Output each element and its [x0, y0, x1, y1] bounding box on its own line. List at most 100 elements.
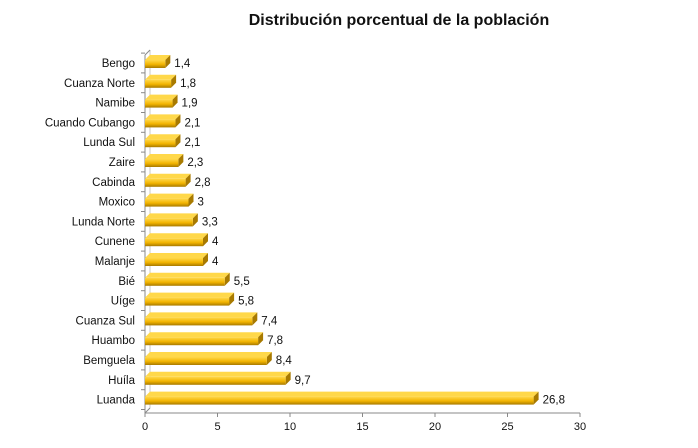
value-label: 5,8 [238, 296, 254, 308]
category-label: Namibe [95, 98, 135, 110]
x-tick-label: 5 [214, 421, 220, 433]
x-tick-label: 10 [284, 421, 296, 433]
bar-end [203, 253, 208, 266]
bar-top [145, 134, 181, 140]
value-label: 5,5 [234, 276, 250, 288]
bar-end [258, 332, 264, 346]
value-label: 3,3 [202, 216, 218, 228]
bar-end [266, 352, 272, 365]
category-label: Moxico [99, 197, 135, 209]
bar [145, 198, 189, 207]
bar-top [145, 253, 208, 258]
bar [145, 376, 286, 385]
value-label: 7,4 [261, 315, 278, 327]
bar-top [145, 173, 191, 179]
bar [145, 238, 203, 247]
bar-end [192, 213, 198, 227]
value-label: 8,4 [276, 355, 293, 367]
bar [145, 337, 259, 346]
value-label: 1,9 [182, 98, 198, 110]
bar-end [229, 292, 235, 306]
bar-top [145, 94, 178, 100]
bar [145, 139, 176, 148]
bar-top [145, 74, 177, 80]
bar-end [224, 272, 230, 286]
value-label: 3 [198, 197, 204, 209]
bar-top [145, 292, 235, 298]
category-label: Lunda Sul [83, 137, 135, 149]
category-label: Luanda [97, 395, 136, 407]
bar [145, 317, 253, 326]
bar-end [178, 154, 184, 167]
bar-end [165, 55, 171, 68]
bar-top [145, 233, 208, 239]
bar-end [175, 134, 181, 148]
value-label: 4 [212, 236, 219, 248]
bar [145, 277, 225, 286]
bar [145, 60, 166, 68]
bar-end [203, 233, 208, 247]
x-tick-label: 25 [501, 421, 513, 433]
x-tick-label: 15 [356, 421, 368, 433]
value-label: 2,1 [184, 117, 200, 129]
value-label: 9,7 [295, 375, 311, 387]
bar-end [188, 193, 194, 207]
y-axis-top-edge [144, 49, 151, 56]
category-label: Bemguela [83, 355, 135, 367]
category-label: Bengo [102, 58, 135, 70]
value-label: 26,8 [543, 395, 565, 407]
category-label: Cuanza Sul [76, 315, 135, 327]
bar [145, 357, 267, 365]
axis-corner-edge [144, 407, 151, 414]
value-label: 2,8 [195, 177, 211, 189]
category-label: Bié [118, 276, 135, 288]
category-label: Uíge [111, 296, 135, 308]
category-label: Lunda Norte [72, 216, 135, 228]
bar [145, 99, 173, 108]
chart-title: Distribución porcentual de la población [248, 12, 550, 29]
value-label: 1,4 [174, 58, 191, 70]
bar-end [185, 173, 191, 187]
category-label: Cuando Cubango [45, 117, 135, 129]
value-label: 7,8 [267, 335, 283, 347]
bar-top [145, 114, 181, 120]
bar [145, 79, 172, 88]
bar [145, 297, 230, 306]
bar-end [252, 312, 258, 326]
bar-top [145, 312, 258, 318]
x-tick-label: 0 [142, 421, 148, 433]
bar-top [145, 154, 184, 159]
bar-top [145, 352, 272, 357]
bar-top [145, 332, 264, 338]
bar-top [145, 193, 194, 199]
bar-top [145, 213, 198, 219]
category-label: Huíla [108, 375, 135, 387]
bar-end [172, 94, 178, 108]
bar [145, 178, 186, 187]
category-label: Huambo [92, 335, 135, 347]
bar-end [285, 371, 291, 385]
bar-top [145, 371, 291, 377]
x-tick-label: 20 [429, 421, 441, 433]
category-label: Zaire [109, 157, 135, 169]
bar [145, 396, 534, 405]
bar-end [533, 391, 539, 405]
category-label: Cabinda [92, 177, 135, 189]
value-label: 4 [212, 256, 219, 268]
category-label: Malanje [95, 256, 135, 268]
value-label: 1,8 [180, 78, 196, 90]
category-label: Cuanza Norte [64, 78, 135, 90]
bar-top [145, 55, 171, 60]
bar-end [171, 74, 177, 88]
bar-end [175, 114, 181, 128]
value-label: 2,3 [187, 157, 203, 169]
bar-top [145, 391, 539, 397]
x-tick-label: 30 [574, 421, 586, 433]
category-label: Cunene [95, 236, 135, 248]
bar [145, 218, 193, 227]
bar [145, 119, 176, 128]
value-label: 2,1 [184, 137, 200, 149]
bar-top [145, 272, 230, 278]
bar [145, 159, 179, 167]
